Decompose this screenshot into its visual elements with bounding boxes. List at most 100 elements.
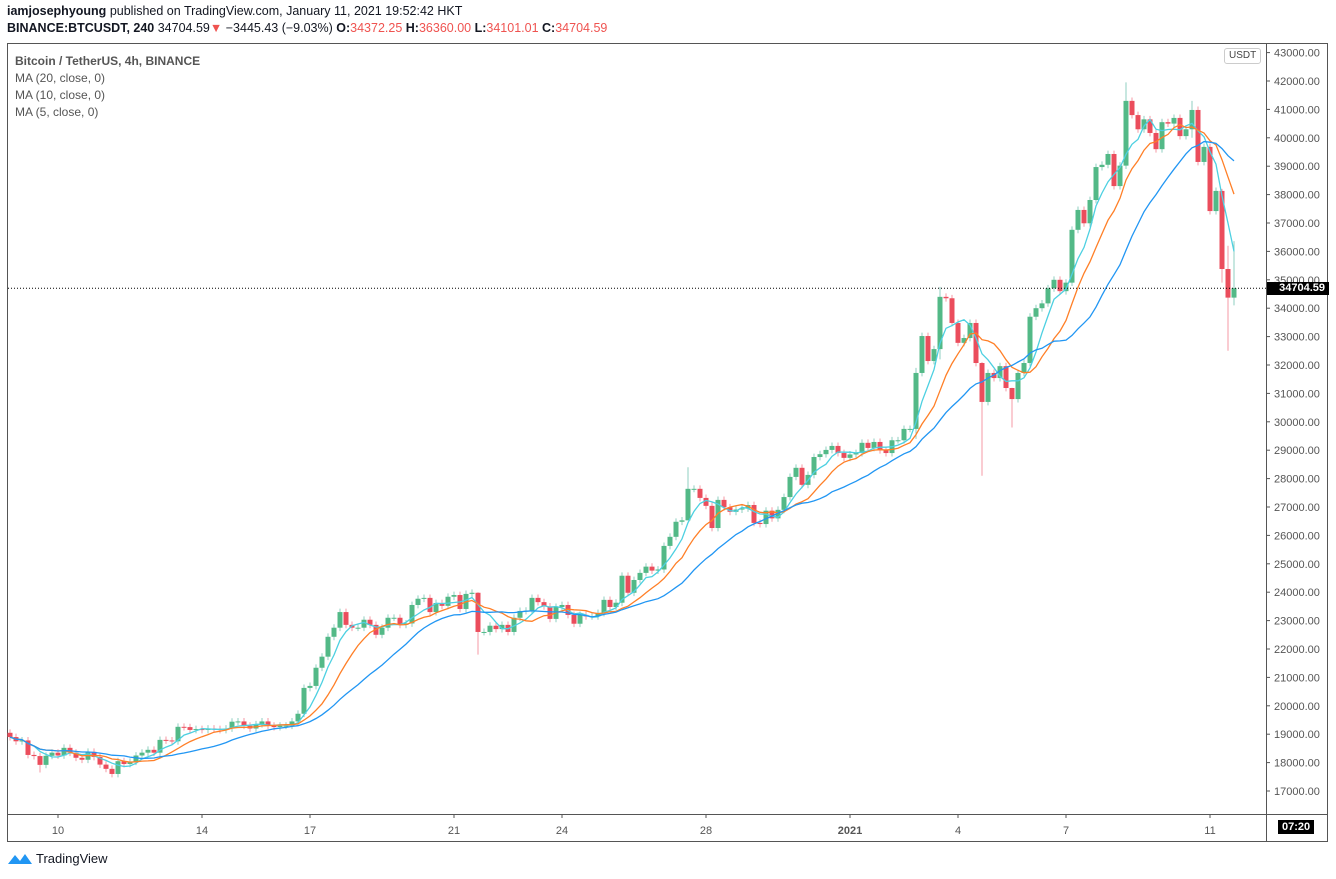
candle [955,319,961,347]
candle [199,725,205,734]
price-tick-label: 26000.00 [1274,530,1320,542]
candle-body [451,595,457,597]
publish-text: published on TradingView.com, January 11… [109,4,463,18]
candle-body [1141,119,1147,130]
legend-ma20[interactable]: MA (20, close, 0) [15,71,106,85]
candle-body [121,761,127,765]
ma5-line [9,118,1235,768]
candle-body [961,338,967,343]
candle [421,594,427,603]
candle [307,682,313,692]
last-price: 34704.59 [157,21,210,35]
candle-body [433,602,439,613]
candle [1231,241,1237,306]
candle-body [1183,129,1189,137]
candle-body [1189,109,1195,130]
candle-body [1033,308,1039,317]
candle-body [445,596,451,606]
candle-body [469,592,475,594]
candle [313,664,319,690]
candle-body [313,667,319,686]
candle-body [391,617,397,619]
price-tick-label: 38000.00 [1274,190,1320,202]
candle-body [799,467,805,485]
close-label: C: [542,21,556,35]
tradingview-logo[interactable]: TradingView [8,851,108,866]
price-tick-label: 37000.00 [1274,218,1320,230]
chart-legend: Bitcoin / TetherUS, 4h, BINANCE MA (20, … [15,53,200,121]
candle-body [511,617,517,632]
candle-body [685,488,691,521]
candle-body [679,520,685,522]
price-tick-label: 21000.00 [1274,672,1320,684]
candle-body [697,488,703,498]
candle-body [829,445,835,450]
candle-body [193,729,199,731]
price-tick-label: 40000.00 [1274,133,1320,145]
legend-ma5[interactable]: MA (5, close, 0) [15,105,99,119]
candle [163,736,169,744]
candle-body [115,761,121,774]
candle-body [1027,316,1033,364]
legend-ma10[interactable]: MA (10, close, 0) [15,88,106,102]
candle [1051,276,1057,292]
candle [1105,150,1111,169]
candle [913,367,919,439]
high-value: 36360.00 [418,21,472,35]
candle-body [283,725,289,727]
price-tick-label: 29000.00 [1274,445,1320,457]
candle [499,621,505,633]
candle [739,505,745,513]
candle-body [481,631,487,633]
candle-body [169,740,175,742]
candle-body [103,764,109,769]
candle-body [79,757,85,760]
candle-body [109,768,115,774]
price-tick-label: 36000.00 [1274,246,1320,258]
candle-body [739,508,745,510]
low-label: L: [474,21,487,35]
price-axis[interactable]: 43000.00 42000.00 41000.00 40000.00 39000.00… [1266,48,1320,798]
author-name[interactable]: iamjosephyoung [7,4,107,18]
time-tick-label: 21 [448,825,460,837]
price-tick-label: 18000.00 [1274,758,1320,770]
candle [511,614,517,636]
candle-body [847,454,853,458]
candles [7,82,1237,778]
candle-body [439,602,445,606]
candle-body [1111,153,1117,187]
candle [841,449,847,462]
candle [793,464,799,481]
candle-body [811,457,817,475]
candle-body [1099,164,1105,168]
candle [1141,115,1147,133]
candle-body [1057,279,1063,292]
candle-body [265,721,271,726]
currency-badge[interactable]: USDT [1224,48,1262,64]
candle [1189,100,1195,138]
candle-body [817,454,823,458]
candle-body [913,372,919,429]
candle-body [871,441,877,448]
candle [109,765,115,778]
candle [703,494,709,510]
candle-body [127,761,133,765]
candle [1081,206,1087,227]
candle [937,286,943,360]
candle [1093,163,1099,204]
candle-body [865,442,871,448]
price-tick-label: 42000.00 [1274,76,1320,88]
time-tick-label: 2021 [838,825,862,837]
candle-body [175,726,181,742]
candle [631,576,637,597]
time-axis[interactable]: 10 14 17 21 24 28 2021 4 7 11 [52,814,1216,837]
candle [547,602,553,623]
price-tick-label: 39000.00 [1274,161,1320,173]
candle-body [1105,153,1111,165]
candle [439,599,445,610]
candle-body [1225,269,1231,298]
candle [607,596,613,611]
candle-body [949,298,955,323]
candle [103,761,109,773]
